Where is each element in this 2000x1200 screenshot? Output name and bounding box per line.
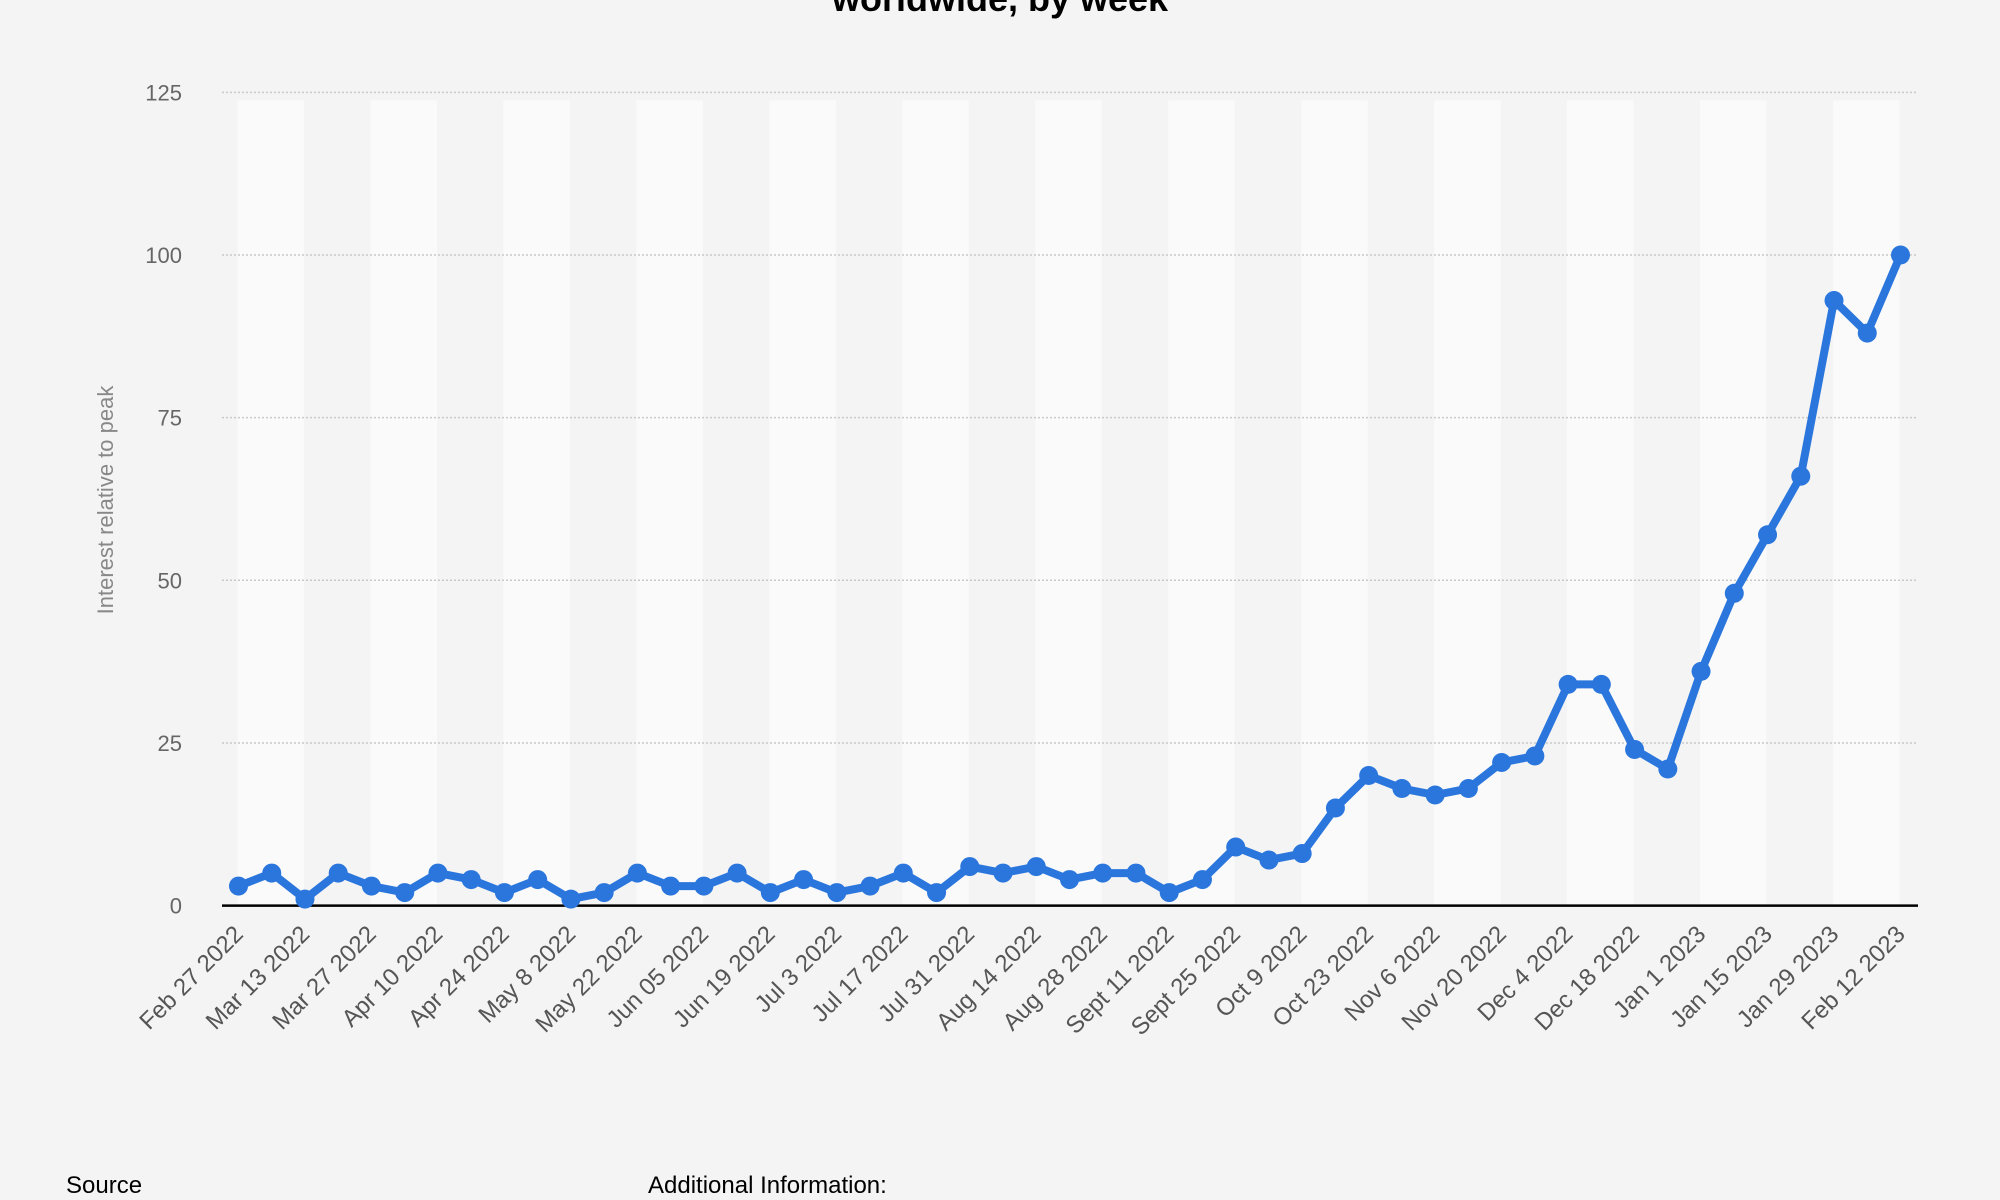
data-point	[1392, 778, 1412, 798]
y-tick-label: 100	[145, 243, 182, 268]
data-point	[295, 889, 315, 909]
data-point	[1724, 583, 1744, 603]
data-point	[627, 863, 647, 883]
column-band	[636, 100, 703, 906]
data-point	[594, 883, 614, 903]
y-tick-label: 50	[158, 568, 182, 593]
data-point	[1226, 837, 1246, 857]
data-point	[1658, 759, 1678, 779]
data-point	[1492, 752, 1512, 772]
data-point	[760, 883, 780, 903]
data-point	[827, 883, 847, 903]
column-band	[902, 100, 969, 906]
data-point	[262, 863, 282, 883]
data-point	[694, 876, 714, 896]
data-point	[1591, 674, 1611, 694]
column-band	[1833, 100, 1900, 906]
data-point	[395, 883, 415, 903]
column-band	[1301, 100, 1368, 906]
data-point	[528, 870, 548, 890]
data-point	[1691, 661, 1711, 681]
y-tick-label: 0	[170, 894, 182, 919]
y-tick-label: 25	[158, 731, 182, 756]
data-point	[1824, 291, 1844, 311]
column-band	[769, 100, 836, 906]
data-point	[727, 863, 747, 883]
data-point	[1159, 883, 1179, 903]
data-point	[1425, 785, 1445, 805]
y-tick-label: 125	[145, 80, 182, 105]
data-point	[1891, 245, 1910, 265]
data-point	[860, 876, 880, 896]
data-point	[361, 876, 381, 896]
column-band	[370, 100, 437, 906]
data-point	[428, 863, 448, 883]
data-point	[927, 883, 947, 903]
chart-title: worldwide, by week	[0, 0, 2000, 20]
data-point	[328, 863, 348, 883]
column-band	[237, 100, 304, 906]
data-point	[1126, 863, 1146, 883]
column-band	[1035, 100, 1102, 906]
data-point	[1060, 870, 1079, 890]
data-point	[1325, 798, 1345, 818]
source-label[interactable]: Source	[66, 1172, 143, 1199]
column-band	[1168, 100, 1235, 906]
column-band	[1567, 100, 1634, 906]
data-point	[1758, 525, 1778, 545]
data-point	[1791, 466, 1811, 486]
y-axis-label: Interest relative to peak	[93, 385, 118, 615]
data-point	[561, 889, 581, 909]
data-point	[1558, 674, 1578, 694]
data-point	[1292, 844, 1312, 864]
additional-information-label[interactable]: Additional Information:	[648, 1172, 887, 1199]
column-band	[1700, 100, 1767, 906]
data-point	[893, 863, 913, 883]
data-point	[1093, 863, 1113, 883]
data-point	[229, 876, 248, 896]
data-point	[794, 870, 814, 890]
data-point	[494, 883, 514, 903]
data-point	[1525, 746, 1545, 766]
y-tick-label: 75	[158, 406, 182, 431]
data-point	[1259, 850, 1279, 870]
data-point	[1625, 739, 1645, 759]
data-point	[1857, 323, 1877, 343]
data-point	[1359, 765, 1379, 785]
data-point	[993, 863, 1013, 883]
data-point	[661, 876, 681, 896]
data-point	[1026, 857, 1046, 877]
data-point	[461, 870, 481, 890]
data-point	[1192, 870, 1212, 890]
data-point	[960, 857, 980, 877]
data-point	[1458, 778, 1478, 798]
column-band	[503, 100, 570, 906]
